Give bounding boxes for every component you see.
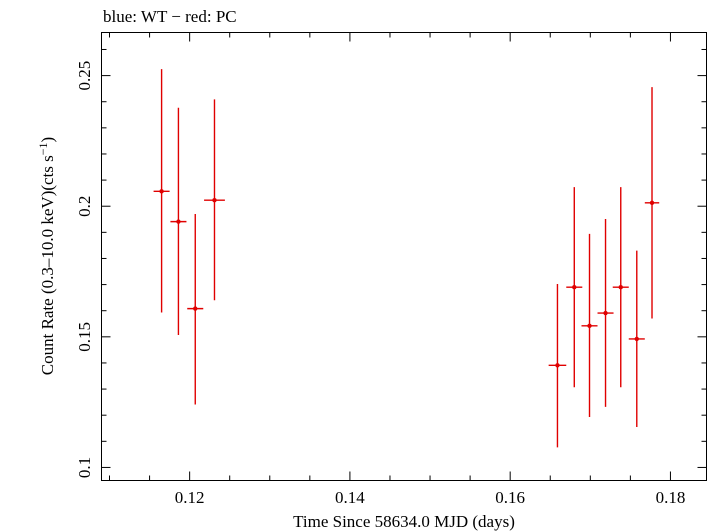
- data-point: [612, 187, 629, 388]
- point-marker: [587, 323, 592, 329]
- x-axis-title: Time Since 58634.0 MJD (days): [293, 512, 515, 531]
- y-axis-title-main: Count Rate (0.3–10.0 keV)(cts s: [38, 155, 57, 375]
- y-tick-label: 0.1: [75, 457, 94, 478]
- data-point: [597, 219, 614, 407]
- point-marker: [634, 336, 639, 342]
- data-point: [566, 187, 583, 388]
- point-marker: [159, 189, 164, 194]
- y-axis-ticks: 0.1 0.15 0.2 0.25: [75, 48, 707, 478]
- data-point: [644, 87, 660, 319]
- data-point: [581, 233, 598, 418]
- point-marker: [555, 363, 560, 368]
- y-axis-title-sup: −1: [36, 142, 50, 155]
- plot-frame: [101, 32, 707, 481]
- x-tick-label: 0.18: [656, 488, 686, 507]
- y-tick-label: 0.25: [75, 61, 94, 91]
- y-tick-label: 0.15: [75, 322, 94, 352]
- data-point: [204, 99, 225, 301]
- x-tick-label: 0.12: [175, 488, 205, 507]
- x-tick-label: 0.14: [335, 488, 365, 507]
- chart-title: blue: WT − red: PC: [103, 7, 237, 26]
- y-axis-title: Count Rate (0.3–10.0 keV)(cts s−1): [36, 137, 57, 375]
- x-axis-ticks: 0.12 0.14 0.16 0.18: [109, 32, 686, 507]
- x-tick-label: 0.16: [495, 488, 525, 507]
- point-marker: [618, 284, 623, 290]
- data-point: [170, 107, 187, 335]
- data-point: [628, 250, 645, 427]
- point-marker: [572, 284, 577, 290]
- data-points: [153, 69, 660, 448]
- y-axis-title-end: ): [38, 137, 57, 143]
- point-marker: [212, 198, 217, 203]
- data-point: [153, 69, 170, 313]
- point-marker: [176, 219, 181, 224]
- data-point: [548, 284, 567, 448]
- data-point: [187, 214, 204, 405]
- point-marker: [193, 306, 198, 311]
- y-tick-label: 0.2: [75, 196, 94, 217]
- point-marker: [603, 310, 608, 316]
- point-marker: [649, 200, 655, 206]
